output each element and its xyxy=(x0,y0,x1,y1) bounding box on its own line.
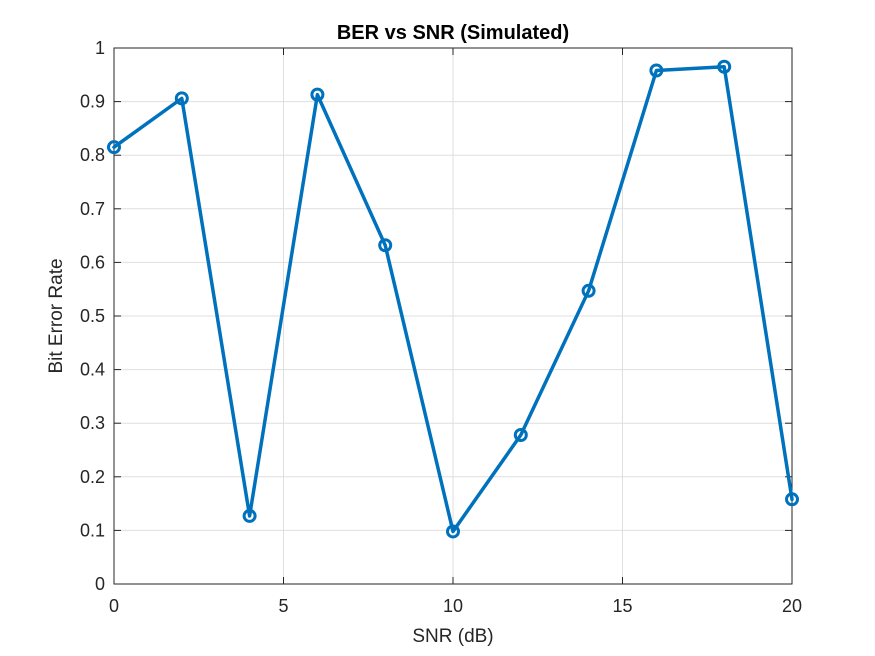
data-point xyxy=(242,508,257,523)
x-tick-label: 10 xyxy=(443,596,463,616)
y-axis-label: Bit Error Rate xyxy=(46,258,67,373)
series-layer xyxy=(107,59,799,539)
axes-box xyxy=(113,47,793,585)
chart-title: BER vs SNR (Simulated) xyxy=(337,22,569,44)
data-point xyxy=(785,492,799,507)
data-point xyxy=(581,283,596,298)
x-tick-label: 5 xyxy=(278,596,288,616)
y-tick-label: 0.3 xyxy=(80,413,105,433)
data-point xyxy=(378,238,393,253)
data-point xyxy=(446,524,460,539)
data-point xyxy=(310,87,325,102)
x-tick-label: 15 xyxy=(612,596,632,616)
y-tick-label: 0.1 xyxy=(80,520,105,540)
y-tick-label: 0.2 xyxy=(80,467,105,487)
y-tick-label: 0.8 xyxy=(80,145,105,165)
x-tick-label: 0 xyxy=(109,596,119,616)
data-point xyxy=(107,140,121,155)
y-tick-label: 0.7 xyxy=(80,199,105,219)
y-tick-label: 0.9 xyxy=(80,92,105,112)
data-point xyxy=(649,63,664,78)
data-point xyxy=(174,91,189,106)
y-tick-label: 1 xyxy=(95,38,105,58)
data-point xyxy=(717,59,732,74)
y-tick-label: 0.6 xyxy=(80,252,105,272)
series-line xyxy=(112,65,794,534)
x-axis-label: SNR (dB) xyxy=(412,626,493,647)
data-point xyxy=(513,427,528,442)
y-tick-label: 0.5 xyxy=(80,306,105,326)
tick-labels: 0 5 10 15 20 0 0.1 0.2 0.3 0.4 0.5 0.6 0.7 0.8 0.9 1 xyxy=(80,38,802,616)
x-tick-label: 20 xyxy=(782,596,802,616)
y-tick-label: 0 xyxy=(95,574,105,594)
y-tick-label: 0.4 xyxy=(80,360,105,380)
